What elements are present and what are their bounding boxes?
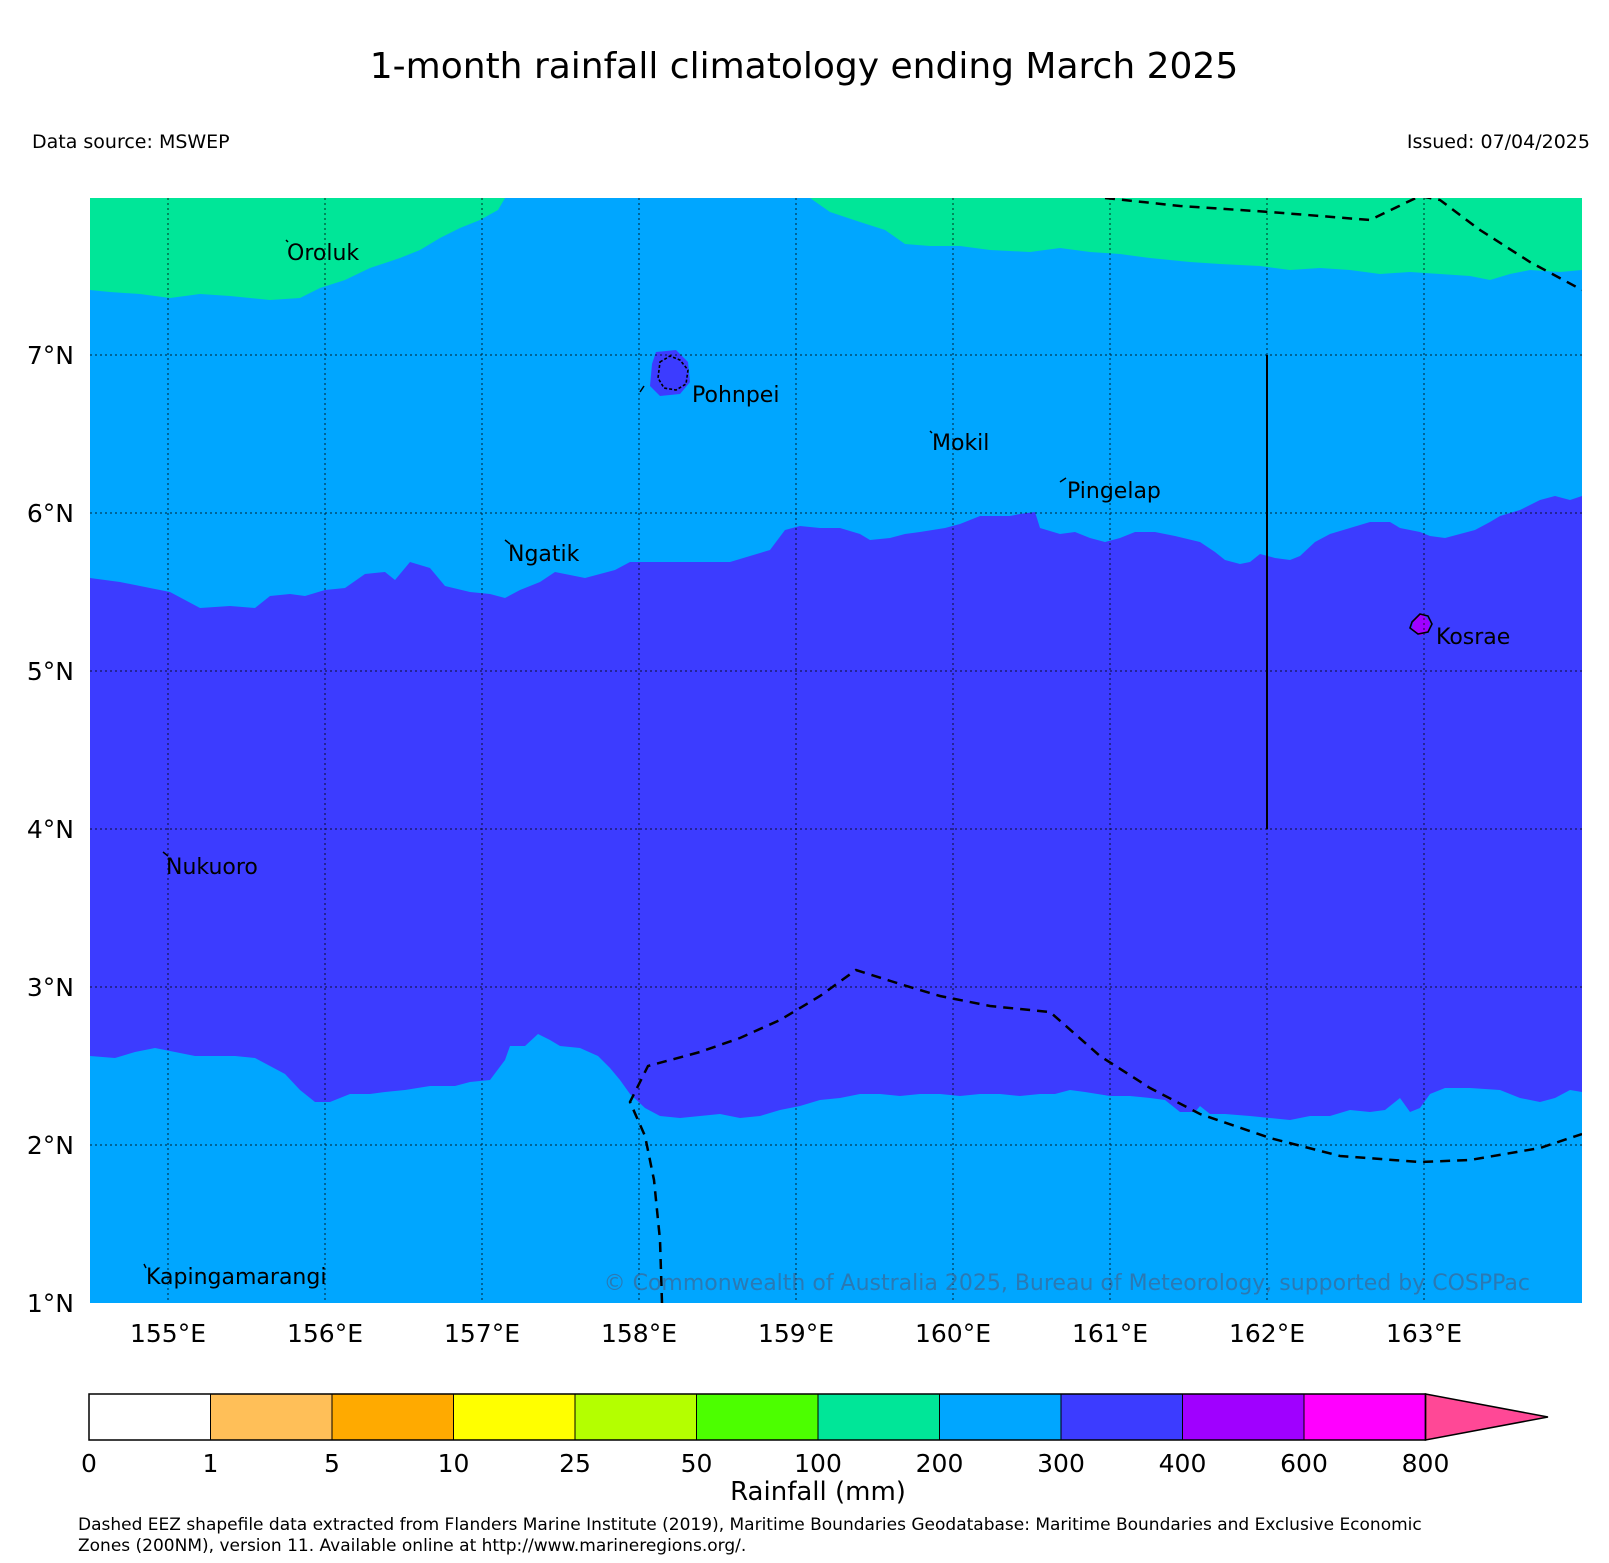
eez-boundaries — [628, 198, 1582, 1303]
place-label-kosrae: Kosrae — [1436, 625, 1510, 650]
colorbar-extend-arrow — [1424, 1393, 1549, 1441]
colorbar-swatch-200-300 — [939, 1394, 1061, 1440]
x-tick-label: 159°E — [758, 1319, 834, 1348]
colorbar-swatch-1-5 — [210, 1394, 332, 1440]
oroluk-atoll-mark — [285, 239, 289, 243]
colorbar-tick: 300 — [1037, 1449, 1085, 1478]
colorbar-tick: 0 — [81, 1449, 97, 1478]
colorbar-tick: 100 — [794, 1449, 842, 1478]
place-labels: Oroluk Pohnpei Mokil Pingelap Ngatik Kos… — [146, 241, 1510, 1290]
colorbar-swatch-25-50 — [575, 1394, 697, 1440]
data-source: Data source: MSWEP — [32, 131, 230, 153]
place-label-oroluk: Oroluk — [287, 241, 359, 266]
colorbar-dividers — [210, 1394, 1305, 1440]
x-tick-label: 158°E — [601, 1319, 677, 1348]
ant-atoll-mark — [639, 385, 645, 393]
nukuoro-atoll-mark — [162, 851, 169, 857]
colorbar-swatch-50-100 — [696, 1394, 818, 1440]
pohnpei-island-outline — [657, 355, 689, 391]
colorbar-swatch-100-200 — [818, 1394, 940, 1440]
map-gridlines — [90, 198, 1582, 1303]
x-tick-label: 156°E — [287, 1319, 363, 1348]
kapingamarangi-atoll-mark — [143, 1263, 147, 1269]
y-axis-labels: 1°N 2°N 3°N 4°N 5°N 6°N 7°N — [27, 341, 74, 1318]
colorbar-tick: 400 — [1159, 1449, 1207, 1478]
colorbar-tick: 800 — [1402, 1449, 1450, 1478]
band-300-400 — [90, 496, 1582, 1120]
colorbar-swatch-10-25 — [453, 1394, 575, 1440]
colorbar-tick: 200 — [916, 1449, 964, 1478]
colorbar-tick: 50 — [681, 1449, 713, 1478]
band-100-200 — [90, 198, 1582, 300]
colorbar-tick: 1 — [203, 1449, 219, 1478]
rainfall-field: Oroluk Pohnpei Mokil Pingelap Ngatik Kos… — [90, 198, 1582, 1303]
x-tick-label: 157°E — [444, 1319, 520, 1348]
place-label-kapingamarangi: Kapingamarangi — [146, 1265, 326, 1290]
y-tick-label: 3°N — [27, 973, 74, 1002]
x-tick-label: 160°E — [915, 1319, 991, 1348]
place-label-nukuoro: Nukuoro — [166, 855, 258, 880]
colorbar-swatch-5-10 — [332, 1394, 454, 1440]
y-tick-label: 6°N — [27, 499, 74, 528]
colorbar-tick: 600 — [1280, 1449, 1328, 1478]
colorbar-swatch-600-800 — [1304, 1394, 1426, 1440]
map-title: 1-month rainfall climatology ending Marc… — [370, 46, 1238, 87]
y-tick-label: 4°N — [27, 815, 74, 844]
place-label-ngatik: Ngatik — [508, 542, 580, 567]
copyright-notice: © Commonwealth of Australia 2025, Bureau… — [604, 1271, 1530, 1296]
x-tick-label: 155°E — [130, 1319, 206, 1348]
kosrae-island-outline — [1409, 613, 1433, 635]
place-label-pingelap: Pingelap — [1067, 479, 1161, 504]
colorbar-label: Rainfall (mm) — [730, 1477, 906, 1507]
pingelap-atoll-mark — [1059, 477, 1067, 483]
footnote-line-1: Dashed EEZ shapefile data extracted from… — [78, 1515, 1422, 1535]
rainfall-colorbar — [88, 1393, 1549, 1441]
mokil-atoll-mark — [929, 430, 933, 434]
colorbar-swatch-400-600 — [1182, 1394, 1304, 1440]
kosrae-rainfall-blob — [1412, 614, 1430, 636]
colorbar-tick: 10 — [438, 1449, 470, 1478]
colorbar-swatch-300-400 — [1061, 1394, 1183, 1440]
y-tick-label: 2°N — [27, 1131, 74, 1160]
place-label-pohnpei: Pohnpei — [692, 383, 779, 408]
colorbar-tick: 25 — [559, 1449, 591, 1478]
ngatik-atoll-mark — [504, 539, 511, 545]
place-label-mokil: Mokil — [932, 431, 989, 456]
y-tick-label: 1°N — [27, 1289, 74, 1318]
x-axis-labels: 155°E 156°E 157°E 158°E 159°E 160°E 161°… — [130, 1319, 1462, 1348]
y-tick-label: 5°N — [27, 657, 74, 686]
footnote-line-2: Zones (200NM), version 11. Available onl… — [78, 1536, 746, 1556]
colorbar-tick-labels: 0 1 5 10 25 50 100 200 300 400 600 800 — [81, 1449, 1449, 1478]
colorbar-frame — [88, 1393, 1427, 1441]
y-tick-label: 7°N — [27, 341, 74, 370]
colorbar-tick: 5 — [324, 1449, 340, 1478]
issued-date: Issued: 07/04/2025 — [1407, 131, 1590, 153]
x-tick-label: 163°E — [1386, 1319, 1462, 1348]
x-tick-label: 162°E — [1229, 1319, 1305, 1348]
colorbar-swatch-0-1 — [89, 1394, 211, 1440]
x-tick-label: 161°E — [1072, 1319, 1148, 1348]
